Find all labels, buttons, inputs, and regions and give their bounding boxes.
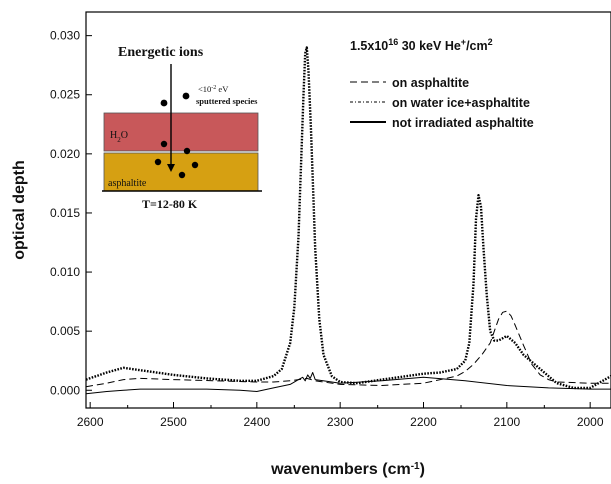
- inset-title: Energetic ions: [118, 45, 204, 60]
- inset-particle: [191, 161, 199, 169]
- legend-label-on-water-ice: on water ice+asphaltite: [392, 96, 530, 110]
- legend-label-on-asphaltite: on asphaltite: [392, 76, 469, 90]
- x-tick-label: 2500: [160, 415, 187, 429]
- x-tick-label: 2000: [577, 415, 604, 429]
- inset-ion-arrowhead: [167, 164, 175, 172]
- inset-asphaltite-label: asphaltite: [108, 178, 147, 189]
- inset-particle: [178, 171, 186, 179]
- x-axis-label: wavenumbers (cm-1): [270, 461, 425, 479]
- x-tick-label: 2600: [77, 415, 104, 429]
- inset-diagram: Energetic ions H2O asphaltite <10-2 eV s…: [102, 45, 262, 211]
- inset-water-layer: [103, 112, 259, 152]
- inset-temperature: T=12-80 K: [142, 197, 198, 211]
- series-line-2: [85, 372, 611, 395]
- series-line-0: [85, 310, 611, 388]
- inset-particle: [160, 140, 168, 148]
- y-tick-label: 0.010: [50, 265, 80, 279]
- y-axis: 0.000 0.005 0.010 0.015 0.020 0.025 0.030: [50, 29, 92, 397]
- irradiation-annotation: 1.5x1016 30 keV He+/cm2: [350, 37, 493, 53]
- inset-particle: [160, 99, 168, 107]
- inset-note-sputtered: sputtered species: [196, 96, 258, 106]
- series-line-1: [85, 46, 611, 390]
- inset-water-label: H2O: [110, 130, 128, 144]
- y-tick-label: 0.015: [50, 206, 80, 220]
- inset-note-energy: <10-2 eV: [198, 84, 229, 94]
- y-axis-label: optical depth: [11, 160, 28, 260]
- y-tick-label: 0.025: [50, 88, 80, 102]
- inset-particle: [182, 92, 190, 100]
- series-layer: [85, 46, 611, 395]
- x-axis: 2600 2500 2400 2300 2200 2100 2000: [77, 402, 604, 429]
- y-tick-label: 0.020: [50, 147, 80, 161]
- x-tick-label: 2300: [327, 415, 354, 429]
- y-tick-label: 0.005: [50, 324, 80, 338]
- y-tick-label: 0.000: [50, 383, 80, 397]
- x-tick-label: 2200: [410, 415, 437, 429]
- legend-label-not-irradiated: not irradiated asphaltite: [392, 116, 534, 130]
- legend: on asphaltite on water ice+asphaltite no…: [350, 76, 534, 130]
- x-tick-label: 2100: [493, 415, 520, 429]
- inset-particle: [183, 147, 191, 155]
- x-tick-label: 2400: [243, 415, 270, 429]
- y-tick-label: 0.030: [50, 29, 80, 43]
- plot-frame: [85, 11, 611, 409]
- inset-particle: [154, 158, 162, 166]
